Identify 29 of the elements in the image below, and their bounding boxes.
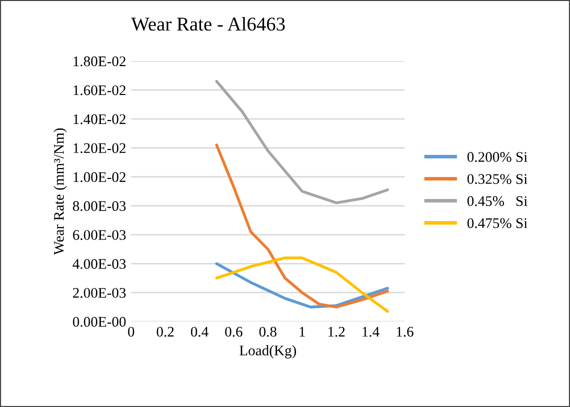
y-tick-label: 1.80E-02 <box>74 56 126 66</box>
legend-label: 0.200% Si <box>467 152 528 162</box>
x-tick-label: 0.4 <box>190 326 208 337</box>
y-tick-label: 1.40E-02 <box>74 114 126 124</box>
x-tick-label: 1.6 <box>396 326 414 337</box>
y-tick-label: 4.00E-03 <box>72 259 126 269</box>
x-axis-title: Load(Kg) <box>240 345 296 358</box>
y-tick-label: 1.00E-02 <box>74 172 126 182</box>
legend-label: 0.475% Si <box>467 218 528 228</box>
y-tick-label: 0.00E-00 <box>72 316 126 327</box>
line-series <box>215 80 389 204</box>
y-axis-title: Wear Rate (mm³/Nm) <box>54 128 67 255</box>
x-tick-label: 1 <box>300 326 305 337</box>
legend-label: 0.325% Si <box>467 174 528 184</box>
y-tick-label: 2.00E-03 <box>73 288 126 298</box>
x-tick-label: 0.8 <box>259 326 276 337</box>
x-tick-label: 1.2 <box>328 326 345 337</box>
x-tick-label: 0.6 <box>225 326 242 337</box>
x-tick-label: 0.2 <box>156 326 174 337</box>
chart-title: Wear Rate - Al6463 <box>131 17 285 31</box>
x-tick-label: 0 <box>128 326 134 337</box>
y-tick-label: 6.00E-03 <box>73 230 126 240</box>
y-tick-label: 1.60E-02 <box>74 85 126 96</box>
y-tick-label: 1.20E-02 <box>74 143 126 154</box>
legend-label: 0.45% Si <box>467 196 528 206</box>
x-tick-label: 1.4 <box>362 326 380 337</box>
line-series <box>215 256 389 313</box>
line-series <box>215 144 389 308</box>
y-tick-label: 8.00E-03 <box>72 201 126 212</box>
